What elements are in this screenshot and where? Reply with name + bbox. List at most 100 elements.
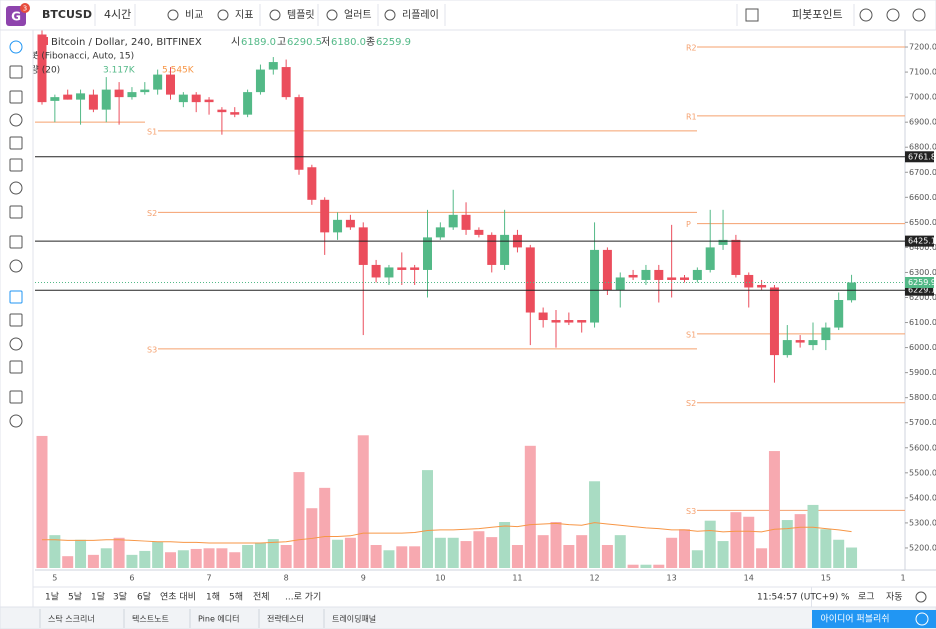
footer-tab[interactable]: 전략테스터 (267, 614, 304, 624)
toolbar-item[interactable]: 지표 (235, 9, 253, 21)
volume-bar (846, 547, 858, 568)
volume-bar (293, 472, 305, 568)
volume-bar (704, 520, 716, 568)
publish-button[interactable] (812, 610, 936, 628)
range-button[interactable]: 6달 (137, 591, 151, 603)
candle-body (255, 69, 265, 93)
tool-icon[interactable] (9, 136, 23, 150)
tool-icon[interactable] (9, 40, 23, 54)
y-tick-label: 5800.0 (909, 393, 936, 402)
candle-body (654, 269, 664, 280)
toolbar-icon[interactable] (886, 8, 900, 22)
pivot-label: S1 (147, 127, 157, 136)
candle-body (744, 274, 754, 288)
x-tick-label: 9 (361, 574, 366, 583)
x-tick-label: 6 (129, 574, 134, 583)
candle-body (564, 320, 574, 323)
range-button[interactable]: 1달 (91, 591, 105, 603)
x-tick-label: 15 (821, 574, 831, 583)
axis-option[interactable]: 자동 (886, 592, 903, 603)
ohlc-value: 6189.0 (241, 37, 276, 48)
volume-bar (691, 550, 703, 568)
tool-icon[interactable] (9, 259, 23, 273)
volume-bar (601, 545, 613, 568)
tool-icon[interactable] (9, 205, 23, 219)
interval[interactable]: 4시간 (104, 8, 131, 21)
toolbar-item[interactable]: 비교 (185, 9, 203, 21)
tool-icon[interactable] (9, 235, 23, 249)
range-button[interactable]: 1날 (45, 592, 59, 603)
tool-icon[interactable] (9, 414, 23, 428)
range-button[interactable]: 5해 (229, 592, 243, 603)
volume-bar (177, 550, 189, 568)
candle-body (243, 92, 253, 115)
candle-body (615, 277, 625, 290)
footer-tab[interactable]: 스탁 스크리너 (48, 614, 95, 624)
tool-icon[interactable] (9, 313, 23, 327)
tool-icon[interactable] (9, 337, 23, 351)
y-tick-label: 6300.0 (909, 268, 936, 277)
candle-body (166, 74, 175, 95)
y-tick-label: 6500.0 (909, 218, 936, 227)
volume-bar (486, 537, 498, 568)
y-tick-label: 6400.0 (909, 243, 936, 252)
tool-icon[interactable] (9, 181, 23, 195)
separator (811, 587, 812, 607)
toolbar-item[interactable]: 리플레이 (402, 9, 439, 21)
volume-bar (396, 546, 408, 568)
volume-bar (75, 539, 87, 568)
x-tick-label: 7 (207, 574, 212, 583)
range-button[interactable]: 1해 (206, 592, 220, 603)
pivot-button[interactable]: 피봇포인트 (792, 8, 843, 21)
toolbar-icon[interactable] (859, 8, 873, 22)
volume-bar (357, 435, 369, 568)
tool-icon[interactable] (9, 158, 23, 172)
toolbar-item[interactable]: 템플릿 (287, 9, 315, 21)
tool-icon[interactable] (9, 290, 23, 304)
range-button[interactable]: 5날 (68, 592, 82, 603)
x-tick-label: 13 (667, 574, 677, 583)
volume-bar (563, 545, 575, 568)
volume-bar (743, 516, 755, 568)
tool-icon[interactable] (9, 65, 23, 79)
candle-body (628, 274, 638, 278)
settings-icon[interactable] (915, 591, 927, 603)
volume-bar (679, 529, 690, 568)
axis-option[interactable]: % (841, 593, 850, 603)
axis-option[interactable]: 로그 (858, 593, 875, 603)
candle-body (76, 93, 86, 100)
range-button[interactable]: 3달 (113, 591, 127, 603)
volume-bar (319, 487, 331, 568)
volume-bar (152, 541, 164, 568)
y-tick-label: 6000.0 (909, 343, 936, 352)
play-icon[interactable] (915, 612, 929, 626)
toolbar-icon[interactable] (912, 8, 926, 22)
toolbar-item[interactable]: 얼러트 (344, 9, 372, 21)
candle-body (88, 94, 98, 110)
volume-bar (100, 548, 112, 568)
tool-icon[interactable] (9, 360, 23, 374)
left-toolbar (0, 29, 34, 608)
candle-body (268, 62, 278, 70)
volume-bar (62, 556, 74, 568)
footer-tab[interactable]: 텍스트노트 (132, 614, 169, 624)
square-icon[interactable] (745, 8, 759, 22)
tool-icon[interactable] (9, 113, 23, 127)
legend-square (40, 37, 48, 45)
range-button[interactable]: 전체 (253, 592, 270, 603)
volume-bar (254, 543, 266, 568)
y-tick-label: 5500.0 (909, 468, 936, 477)
candle-body (127, 92, 137, 98)
chart-title: Bitcoin / Dollar, 240, BITFINEX (51, 37, 202, 48)
tool-icon[interactable] (9, 390, 23, 404)
symbol[interactable]: BTCUSD (42, 8, 92, 21)
volume-bar (332, 539, 344, 568)
tool-icon[interactable] (9, 90, 23, 104)
footer-tab[interactable]: Pine 에디터 (198, 615, 240, 624)
candle-body (345, 219, 355, 228)
range-button[interactable]: 연초 대비 (160, 592, 196, 603)
footer-tab[interactable]: 트레이딩패널 (332, 614, 376, 624)
toolbar-icon (269, 9, 281, 21)
goto-button[interactable]: ...로 가기 (285, 592, 321, 603)
volume-bar (499, 522, 511, 568)
